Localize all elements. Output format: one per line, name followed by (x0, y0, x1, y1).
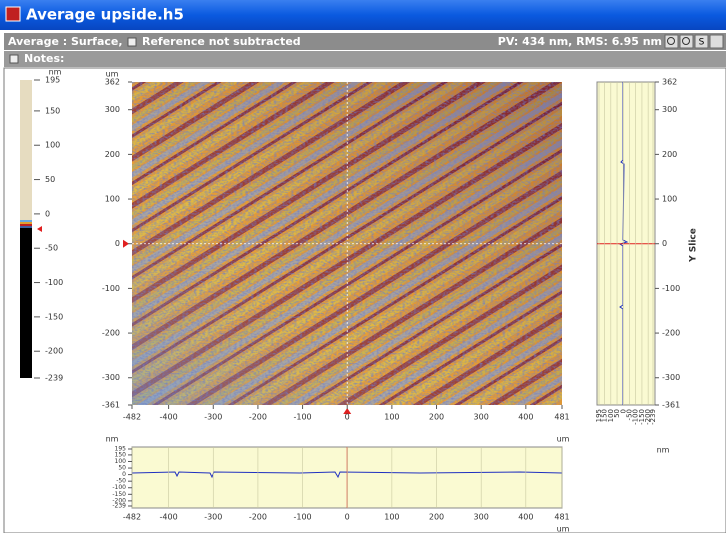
x-tick-label: -482 (123, 413, 141, 422)
x-tick-label: 300 (474, 413, 489, 422)
x-tick-label: 400 (518, 413, 533, 422)
notes-checkbox[interactable] (10, 55, 18, 63)
y-slice-tick-label: 100 (662, 195, 677, 204)
y-slice-nm-label: -239 (649, 409, 657, 425)
notes-label: Notes: (24, 52, 64, 65)
color-tick-label: -100 (45, 278, 63, 287)
x-slice-tick-label: -400 (160, 513, 178, 522)
side-unit: nm (657, 446, 670, 455)
y-tick-label: -300 (102, 373, 120, 382)
y-tick-label: 200 (105, 150, 120, 159)
color-band (20, 226, 32, 228)
y-tick-label: -100 (102, 284, 120, 293)
y-tick-label: 362 (105, 78, 120, 87)
color-tick-label: 0 (45, 209, 50, 218)
y-slice-tick-label: 300 (662, 105, 677, 114)
x-slice-tick-label: 200 (429, 513, 444, 522)
color-tick-label: -150 (45, 312, 63, 321)
color-tick-label: 100 (45, 141, 60, 150)
color-bar-lower (20, 228, 32, 378)
zoom-in-button[interactable] (680, 35, 693, 48)
y-slice-tick-label: -300 (662, 373, 680, 382)
x-slice-tick-label: -300 (204, 513, 222, 522)
x-tick-label: 200 (429, 413, 444, 422)
color-bar-upper (20, 80, 32, 228)
x-tick-label: -200 (249, 413, 267, 422)
color-tick-label: 50 (45, 175, 55, 184)
color-tick-label: -50 (45, 244, 58, 253)
y-tick-label: -361 (102, 401, 120, 410)
color-tick-label: 150 (45, 106, 60, 115)
x-slice-tick-label: 400 (518, 513, 533, 522)
y-slice-tick-label: -361 (662, 401, 680, 410)
color-tick-label: -200 (45, 347, 63, 356)
x-slice-x-unit: um (557, 435, 570, 444)
x-tick-label: 481 (554, 413, 569, 422)
y-tick-label: 300 (105, 105, 120, 114)
stats-label: PV: 434 nm, RMS: 6.95 nm (498, 35, 662, 48)
x-slice-y-unit: nm (106, 435, 119, 444)
reference-checkbox[interactable] (128, 38, 136, 46)
mode-label: Average : Surface, (8, 35, 123, 48)
x-slice-nm-label: -239 (112, 503, 126, 510)
reference-label: Reference not subtracted (142, 35, 301, 48)
x-tick-label: 0 (345, 413, 350, 422)
color-tick-label: -239 (45, 374, 63, 383)
more-button[interactable] (710, 35, 723, 48)
app-icon (6, 7, 20, 21)
window-title: Average upside.h5 (26, 6, 184, 24)
x-slice-tick-label: 0 (345, 513, 350, 522)
y-tick-label: 100 (105, 195, 120, 204)
x-tick-label: -400 (160, 413, 178, 422)
y-slice-tick-label: -200 (662, 329, 680, 338)
color-band (20, 220, 32, 222)
app-window: Average upside.h5 Average : Surface, Ref… (0, 0, 726, 533)
zoom-out-button[interactable] (665, 35, 678, 48)
notes-bar (4, 51, 726, 67)
x-slice-tick-label: 100 (384, 513, 399, 522)
y-tick-label: -200 (102, 329, 120, 338)
x-slice-tick-label: -482 (123, 513, 141, 522)
color-band (20, 222, 32, 224)
y-slice-title: Y Slice (689, 228, 699, 263)
x-tick-label: 100 (384, 413, 399, 422)
y-slice-tick-label: -100 (662, 284, 680, 293)
y-slice-tick-label: 200 (662, 150, 677, 159)
x-slice-tick-label: 300 (474, 513, 489, 522)
x-slice-tick-label: 481 (554, 513, 569, 522)
y-slice-tick-label: 362 (662, 78, 677, 87)
x-slice-tick-label: -100 (293, 513, 311, 522)
y-tick-label: 0 (115, 239, 120, 248)
x-tick-label: -300 (204, 413, 222, 422)
x-slice-x-unit-lower: um (557, 525, 570, 533)
y-slice-tick-label: 0 (662, 239, 667, 248)
color-tick-label: 195 (45, 76, 60, 85)
s-button-label[interactable]: S (699, 38, 705, 48)
color-band (20, 224, 32, 226)
x-tick-label: -100 (293, 413, 311, 422)
x-slice-tick-label: -200 (249, 513, 267, 522)
